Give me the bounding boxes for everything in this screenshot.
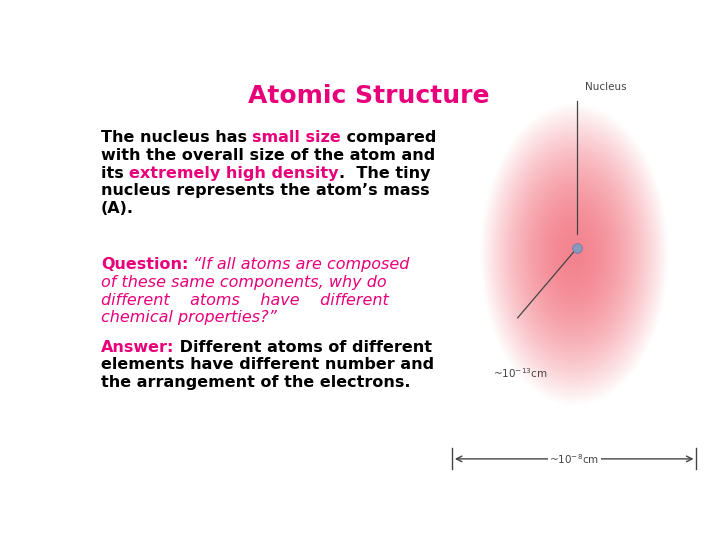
Text: chemical properties?”: chemical properties?” [101, 310, 276, 326]
Text: the arrangement of the electrons.: the arrangement of the electrons. [101, 375, 410, 390]
Text: Answer:: Answer: [101, 340, 174, 355]
Text: nucleus represents the atom’s mass: nucleus represents the atom’s mass [101, 184, 429, 198]
Text: “If all atoms are composed: “If all atoms are composed [188, 257, 410, 272]
Text: small size: small size [253, 130, 341, 145]
Text: ~10$^{-13}$cm: ~10$^{-13}$cm [492, 366, 547, 380]
Text: elements have different number and: elements have different number and [101, 357, 434, 373]
Text: The nucleus has: The nucleus has [101, 130, 253, 145]
Text: with the overall size of the atom and: with the overall size of the atom and [101, 148, 435, 163]
Text: Atomic Structure: Atomic Structure [248, 84, 490, 108]
Text: Different atoms of different: Different atoms of different [174, 340, 432, 355]
Text: different    atoms    have    different: different atoms have different [101, 293, 389, 308]
Text: extremely high density: extremely high density [129, 166, 338, 181]
Text: ~10$^{-8}$cm: ~10$^{-8}$cm [549, 452, 599, 466]
Text: Question:: Question: [101, 257, 188, 272]
Text: Nucleus: Nucleus [585, 83, 626, 92]
Text: (A).: (A). [101, 201, 134, 216]
Text: .  The tiny: . The tiny [338, 166, 431, 181]
Text: its: its [101, 166, 129, 181]
Text: of these same components, why do: of these same components, why do [101, 275, 387, 290]
Text: compared: compared [341, 130, 436, 145]
